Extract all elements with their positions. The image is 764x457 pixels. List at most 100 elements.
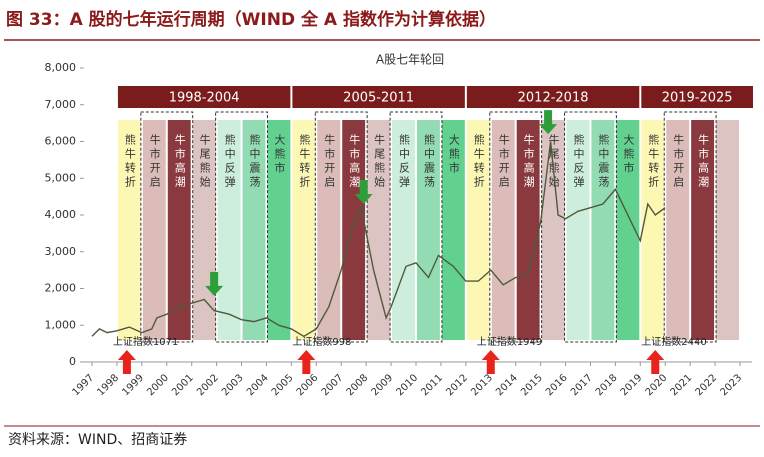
phase-label: 熊中震荡: [422, 133, 435, 190]
phase-band: [541, 120, 565, 340]
phase-band: [591, 120, 615, 340]
phase-label: 熊牛转折: [298, 133, 311, 190]
phase-band: [317, 120, 341, 340]
phase-label: 熊牛转折: [647, 133, 660, 190]
y-tick-label: 1,000: [45, 318, 77, 331]
y-tick-label: 5,000: [45, 171, 77, 184]
phase-band: [716, 120, 739, 340]
phase-band: [641, 120, 665, 340]
phase-group: [140, 111, 194, 343]
phase-band: [616, 120, 640, 340]
x-tick-label: 2012: [444, 372, 470, 398]
phase-band: [417, 120, 440, 340]
phase-label: 牛市开启: [148, 133, 161, 190]
phase-group: [489, 111, 543, 343]
phase-band: [392, 120, 415, 340]
x-tick-label: 2011: [419, 372, 445, 398]
peak-arrow: [354, 179, 373, 204]
cycle-label: 1998-2004: [169, 91, 240, 106]
phase-label: 牛尾熊始: [373, 133, 386, 190]
low-annotation: 上证指数2440: [641, 335, 706, 348]
phase-band: [466, 120, 490, 340]
phase-band: [516, 120, 540, 340]
phase-label: 熊牛转折: [123, 133, 136, 190]
phase-band: [267, 120, 291, 340]
phase-label: 大熊市: [622, 133, 635, 176]
peak-arrow: [539, 110, 558, 135]
x-tick-label: 2004: [245, 372, 271, 398]
x-tick-label: 2015: [519, 372, 545, 398]
phase-label: 熊中反弹: [223, 133, 236, 190]
phase-label: 熊中反弹: [398, 133, 411, 190]
low-arrow: [481, 350, 500, 374]
phase-label: 大熊市: [273, 133, 286, 176]
x-tick-label: 2001: [170, 372, 196, 398]
x-tick-label: 2005: [270, 372, 296, 398]
x-tick-label: 2018: [594, 372, 620, 398]
chart-title: A股七年轮回: [376, 53, 444, 67]
x-tick-label: 1998: [95, 372, 121, 398]
x-tick-label: 2008: [345, 372, 371, 398]
phase-band: [117, 120, 141, 340]
x-tick-label: 2014: [494, 372, 520, 398]
x-tick-label: 2006: [295, 372, 321, 398]
phase-band: [666, 120, 690, 340]
x-tick-label: 2021: [669, 372, 695, 398]
y-tick-label: 6,000: [45, 135, 77, 148]
phase-label: 大熊市: [447, 133, 460, 176]
phase-band: [491, 120, 515, 340]
phase-band: [691, 120, 715, 340]
x-tick-label: 2010: [394, 372, 420, 398]
phase-label: 熊中震荡: [248, 133, 261, 190]
phase-group: [389, 111, 443, 343]
cycle-label: 2012-2018: [518, 91, 589, 106]
phase-label: 熊中反弹: [572, 133, 585, 190]
x-tick-label: 2002: [195, 372, 221, 398]
phase-label: 牛市高潮: [173, 133, 186, 190]
phase-band: [292, 120, 316, 340]
low-arrow: [646, 350, 665, 374]
x-tick-label: 2019: [619, 372, 645, 398]
x-tick-label: 2017: [569, 372, 595, 398]
source: 资料来源：WIND、招商证券: [8, 432, 187, 448]
low-annotation: 上证指数998: [292, 335, 351, 348]
index-line: [91, 141, 666, 338]
cycle-header: [641, 86, 753, 108]
x-tick-label: 2007: [320, 372, 346, 398]
x-tick-label: 2000: [145, 372, 171, 398]
x-tick-label: 1999: [120, 372, 146, 398]
x-tick-label: 2016: [544, 372, 570, 398]
phase-label: 熊中震荡: [597, 133, 610, 190]
phase-label: 牛市高潮: [522, 133, 535, 190]
x-tick-label: 2009: [370, 372, 396, 398]
y-tick-label: 3,000: [45, 245, 77, 258]
phase-band: [167, 120, 191, 340]
phase-band: [217, 120, 241, 340]
phase-band: [566, 120, 590, 340]
page-title: 图 33：A 股的七年运行周期（WIND 全 A 指数作为计算依据）: [6, 9, 496, 30]
phase-band: [441, 120, 465, 340]
phase-label: 牛市开启: [323, 133, 336, 190]
y-tick-label: 2,000: [45, 282, 77, 295]
y-tick-label: 7,000: [45, 98, 77, 111]
low-annotation: 上证指数1071: [113, 335, 178, 348]
x-tick-label: 2013: [469, 372, 495, 398]
phase-group: [215, 111, 268, 343]
y-tick-label: 4,000: [45, 208, 77, 221]
phase-label: 牛市开启: [672, 133, 685, 190]
phase-band: [242, 120, 266, 340]
peak-arrow: [205, 271, 224, 296]
phase-band: [192, 120, 216, 340]
cycle-label: 2019-2025: [662, 91, 733, 106]
low-arrow: [297, 350, 316, 374]
phase-label: 牛市高潮: [348, 133, 361, 190]
x-tick-label: 2003: [220, 372, 246, 398]
cycle-header: [466, 86, 640, 108]
phase-label: 牛尾熊始: [198, 133, 211, 190]
cycle-header: [292, 86, 465, 108]
phase-label: 熊牛转折: [472, 133, 485, 190]
x-tick-label: 2023: [718, 372, 744, 398]
phase-group: [314, 111, 368, 343]
phase-label: 牛市开启: [497, 133, 510, 190]
